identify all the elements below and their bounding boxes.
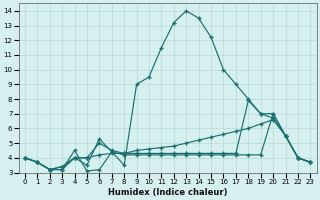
X-axis label: Humidex (Indice chaleur): Humidex (Indice chaleur) xyxy=(108,188,228,197)
